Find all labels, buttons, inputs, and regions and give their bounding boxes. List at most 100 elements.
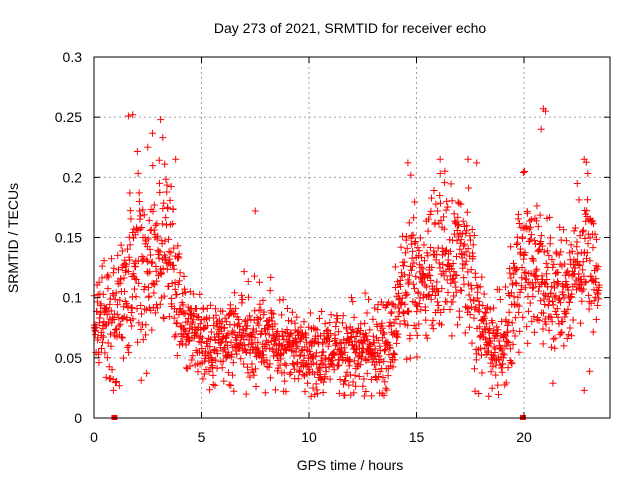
data-point: [171, 285, 179, 293]
data-point: [495, 337, 503, 345]
data-point: [176, 341, 184, 349]
data-point: [467, 281, 475, 289]
data-point: [296, 367, 304, 375]
data-point: [233, 350, 241, 358]
data-point: [161, 160, 169, 168]
data-point: [161, 237, 169, 245]
data-point: [313, 360, 321, 368]
data-point: [476, 344, 484, 352]
data-point: [534, 314, 542, 322]
data-point: [440, 213, 448, 221]
data-point: [485, 392, 493, 400]
data-point: [148, 259, 156, 267]
data-point: [535, 287, 543, 295]
data-point: [141, 305, 149, 313]
data-point: [181, 288, 189, 296]
data-point: [300, 318, 308, 326]
data-point: [560, 294, 568, 302]
data-point: [134, 169, 142, 177]
data-point: [95, 359, 103, 367]
data-point: [423, 334, 431, 342]
data-point: [206, 386, 214, 394]
data-point: [402, 292, 410, 300]
data-point: [141, 283, 149, 291]
data-point: [131, 275, 139, 283]
data-point: [419, 294, 427, 302]
data-point: [107, 342, 115, 350]
data-point: [138, 224, 146, 232]
data-point: [460, 274, 468, 282]
data-point: [398, 298, 406, 306]
data-point: [255, 278, 263, 286]
data-point: [553, 305, 561, 313]
data-point: [168, 294, 176, 302]
data-point: [122, 261, 130, 269]
data-point: [514, 239, 522, 247]
data-point: [397, 300, 405, 308]
data-point: [447, 180, 455, 188]
data-point: [135, 279, 143, 287]
data-point: [575, 270, 583, 278]
data-point: [156, 179, 164, 187]
data-point: [241, 342, 249, 350]
data-point: [97, 345, 105, 353]
data-point: [460, 251, 468, 259]
data-point: [519, 234, 527, 242]
data-point: [127, 215, 135, 223]
data-point: [543, 276, 551, 284]
data-point: [475, 389, 483, 397]
data-point: [489, 319, 497, 327]
data-point: [155, 254, 163, 262]
data-point: [280, 369, 288, 377]
data-point: [434, 207, 442, 215]
data-point: [502, 379, 510, 387]
data-point: [264, 339, 272, 347]
data-point: [276, 361, 284, 369]
data-point: [312, 352, 320, 360]
data-point: [389, 301, 397, 309]
data-point: [574, 260, 582, 268]
data-point: [265, 363, 273, 371]
data-point: [163, 188, 171, 196]
data-point: [561, 310, 569, 318]
data-point: [146, 227, 154, 235]
data-point-extreme: [307, 392, 315, 400]
data-point: [173, 319, 181, 327]
data-point: [114, 251, 122, 259]
data-point: [442, 206, 450, 214]
data-point: [595, 295, 603, 303]
data-point: [341, 377, 349, 385]
data-point: [579, 266, 587, 274]
data-point: [132, 276, 140, 284]
data-point: [473, 350, 481, 358]
data-point: [324, 342, 332, 350]
data-point: [318, 352, 326, 360]
data-point: [408, 240, 416, 248]
data-point: [98, 274, 106, 282]
data-point: [202, 315, 210, 323]
data-point: [432, 200, 440, 208]
data-point: [163, 181, 171, 189]
data-point: [542, 320, 550, 328]
data-point: [434, 288, 442, 296]
data-point: [480, 290, 488, 298]
data-point: [139, 206, 147, 214]
data-point: [149, 129, 157, 137]
data-point: [405, 278, 413, 286]
data-point: [435, 259, 443, 267]
data-point: [437, 309, 445, 317]
data-point: [457, 286, 465, 294]
data-point: [394, 289, 402, 297]
data-point: [529, 284, 537, 292]
data-point: [319, 348, 327, 356]
data-point: [554, 278, 562, 286]
data-point: [150, 201, 158, 209]
data-point: [412, 325, 420, 333]
data-point: [430, 247, 438, 255]
data-point: [129, 315, 137, 323]
data-point: [548, 298, 556, 306]
data-point: [427, 194, 435, 202]
data-point: [220, 345, 228, 353]
data-point: [432, 256, 440, 264]
data-point: [332, 322, 340, 330]
